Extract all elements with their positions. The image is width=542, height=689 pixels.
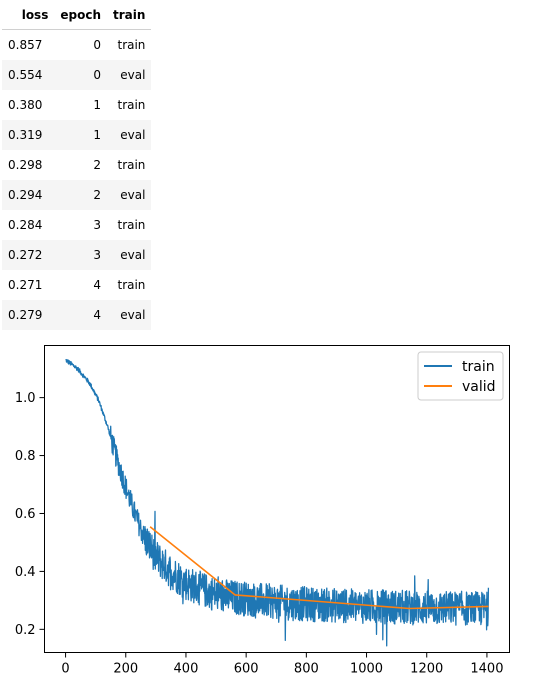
cell-loss: 0.380 — [8, 98, 43, 112]
cell-loss: 0.279 — [2, 300, 55, 330]
legend-box — [417, 351, 504, 401]
series-line-train — [65, 358, 490, 647]
metrics-table: loss epoch train 0.857 0 train 0.554 0 eval 0.… — [2, 0, 152, 330]
cell-epoch: 1 — [54, 120, 107, 150]
cell-train: eval — [107, 120, 152, 150]
table-row: 0.272 3 eval — [2, 240, 152, 270]
table-row: 0.284 3 train — [2, 210, 151, 240]
cell-train: train — [117, 278, 146, 292]
x-tick-label: 400 — [174, 662, 199, 677]
chart-legend: train valid — [417, 351, 504, 401]
table-row: 0.319 1 eval — [2, 120, 152, 150]
column-header-loss: loss — [2, 0, 55, 30]
x-tick-label: 800 — [294, 662, 319, 677]
cell-epoch: 3 — [54, 240, 107, 270]
cell-epoch: 0 — [54, 60, 107, 90]
cell-epoch: 2 — [93, 158, 101, 172]
x-tick-label: 200 — [113, 662, 138, 677]
table-body: 0.857 0 train 0.554 0 eval 0.380 1 train 0.319 1 ev… — [2, 30, 152, 330]
loss-chart: 0 200 400 600 800 1000 1200 1400 0.2 0.4 0.6 0.8 1.0… — [15, 345, 510, 677]
cell-train: train — [117, 218, 146, 232]
cell-loss: 0.554 — [2, 60, 55, 90]
cell-epoch: 4 — [93, 278, 101, 292]
x-tick-label: 1200 — [410, 662, 443, 677]
cell-train: train — [117, 158, 146, 172]
cell-epoch: 2 — [54, 180, 107, 210]
cell-train: eval — [107, 180, 152, 210]
table-row: 0.380 1 train — [2, 90, 151, 120]
plot-lines — [65, 358, 490, 647]
y-tick-label: 0.6 — [15, 507, 36, 522]
table-row: 0.857 0 train — [2, 30, 151, 61]
x-tick-label: 600 — [234, 662, 259, 677]
cell-epoch: 0 — [93, 38, 101, 52]
x-tick-label: 1000 — [350, 662, 383, 677]
y-tick-label: 1.0 — [15, 391, 36, 406]
table-row: 0.298 2 train — [2, 150, 151, 180]
y-tick-label: 0.8 — [15, 449, 36, 464]
cell-loss: 0.272 — [2, 240, 55, 270]
legend-label-valid: valid — [462, 379, 496, 395]
axes: 0 200 400 600 800 1000 1200 1400 0.2 0.4 0.6 0.8 1.0 — [15, 391, 504, 676]
y-tick-label: 0.4 — [15, 565, 36, 580]
table-row: 0.554 0 eval — [2, 60, 152, 90]
cell-train: train — [117, 38, 146, 52]
table-row: 0.279 4 eval — [2, 300, 152, 330]
x-tick-label: 0 — [61, 662, 69, 677]
column-header-epoch: epoch — [54, 0, 107, 30]
cell-loss: 0.319 — [2, 120, 55, 150]
cell-train: eval — [107, 300, 152, 330]
cell-loss: 0.284 — [8, 218, 43, 232]
cell-loss: 0.294 — [2, 180, 55, 210]
table-row: 0.271 4 train — [2, 270, 151, 300]
legend-label-train: train — [462, 359, 495, 375]
column-header-train: train — [107, 0, 152, 30]
cell-loss: 0.298 — [8, 158, 43, 172]
cell-loss: 0.857 — [8, 38, 43, 52]
cell-epoch: 4 — [54, 300, 107, 330]
table-header-row: loss epoch train — [2, 0, 152, 30]
table-row: 0.294 2 eval — [2, 180, 152, 210]
cell-epoch: 1 — [93, 98, 101, 112]
cell-train: train — [117, 98, 146, 112]
series-line-valid — [149, 526, 489, 610]
x-tick-label: 1400 — [470, 662, 503, 677]
cell-train: eval — [107, 60, 152, 90]
cell-train: eval — [107, 240, 152, 270]
y-tick-label: 0.2 — [15, 623, 36, 638]
cell-loss: 0.271 — [8, 278, 43, 292]
cell-epoch: 3 — [93, 218, 101, 232]
